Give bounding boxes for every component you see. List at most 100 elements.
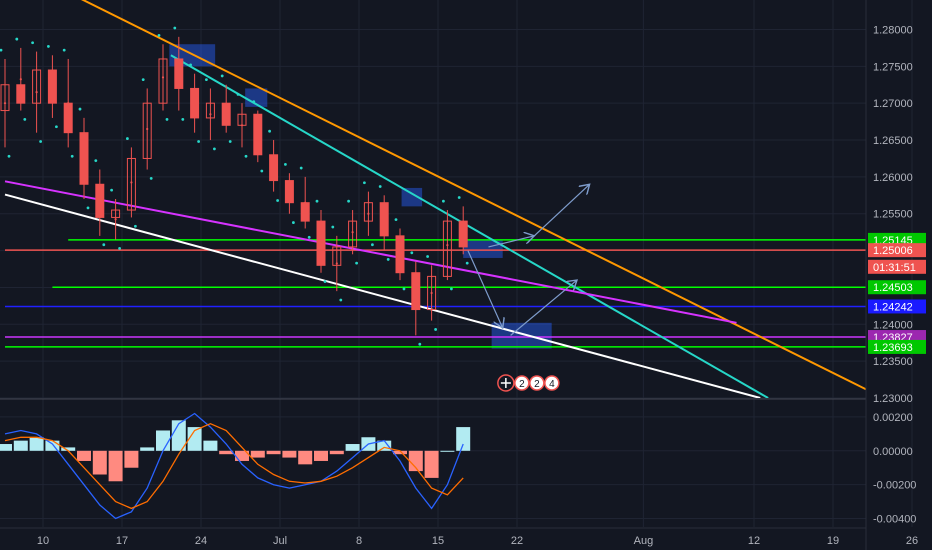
time-tick-label: 22	[511, 535, 523, 547]
oscillator-axis-ticks[interactable]: 0.00200 0.00000 -0.00200 -0.00400	[873, 412, 916, 526]
psar-dot	[47, 45, 50, 48]
psar-dot	[86, 206, 90, 210]
candle-body	[332, 246, 342, 266]
candle-body	[142, 102, 152, 159]
histogram-bar	[0, 444, 12, 451]
projection-arrows	[467, 184, 590, 336]
candle-body	[47, 69, 57, 104]
psar-dot	[62, 48, 66, 52]
histogram-bar	[266, 450, 281, 455]
osc-tick-label: 0.00000	[873, 446, 913, 458]
histogram-bar	[282, 450, 297, 458]
psar-dot	[378, 185, 382, 188]
price-tick-label: 1.28000	[873, 24, 913, 36]
histogram-bar	[156, 430, 170, 451]
event-badge-count: 2	[519, 379, 525, 390]
price-tag	[868, 243, 926, 258]
psar-dot	[220, 74, 224, 78]
histogram-bar	[377, 440, 392, 451]
psar-dot	[165, 118, 169, 121]
psar-dot	[0, 48, 3, 52]
candle-body	[363, 202, 373, 222]
psar-dot	[157, 33, 161, 37]
histogram-bar	[61, 447, 76, 451]
psar-dot	[307, 235, 311, 239]
psar-dot	[197, 140, 201, 143]
psar-dot	[181, 118, 185, 121]
psar-dot	[347, 199, 350, 203]
event-badge	[529, 375, 545, 391]
psar-dot	[228, 140, 232, 143]
time-tick-label: 10	[37, 535, 49, 547]
psar-dot	[102, 243, 106, 247]
psar-dot	[94, 159, 98, 163]
psar-dot	[118, 246, 121, 250]
histogram-bar	[298, 450, 313, 465]
price-tag-label: 01:31:51	[873, 262, 916, 274]
histogram-bar	[171, 420, 186, 451]
price-tick-label: 1.25500	[873, 209, 913, 221]
candle-body	[126, 157, 136, 211]
candle-body	[205, 102, 215, 119]
psar-dot	[402, 287, 406, 291]
psar-dot	[55, 125, 58, 129]
psar-dot	[260, 169, 264, 173]
histogram-bar	[235, 450, 249, 461]
candle-body	[190, 87, 200, 119]
psar-dot	[126, 137, 129, 140]
psar-dot	[371, 243, 374, 247]
projection-arrow	[488, 236, 534, 248]
candle-body	[221, 102, 231, 126]
candle-body	[95, 183, 105, 218]
histogram-bar	[124, 450, 139, 468]
candle-body	[158, 58, 168, 104]
candle-body	[458, 220, 468, 248]
psar-dot	[189, 63, 193, 67]
price-tick-label: 1.26000	[873, 172, 913, 184]
candle-body	[284, 180, 294, 204]
price-tag	[868, 280, 926, 295]
histogram-bar	[92, 450, 107, 475]
supply-zone-2	[245, 88, 268, 107]
psar-dot	[426, 255, 429, 258]
psar-dot	[450, 287, 453, 291]
psar-dot	[339, 298, 343, 302]
price-tick-label: 1.26500	[873, 135, 913, 147]
candle-body	[411, 272, 421, 311]
psar-dot	[299, 166, 303, 170]
time-axis-labels[interactable]: 10 17 24 Jul 8 15 22 Aug 12 19 26	[37, 535, 918, 547]
osc-tick-label: -0.00400	[873, 514, 916, 526]
psar-dot	[323, 280, 327, 283]
histogram-bar	[424, 450, 439, 478]
price-tick-label: 1.27000	[873, 98, 913, 110]
price-tag-label: 1.24503	[873, 282, 913, 294]
histogram-bar	[108, 450, 123, 482]
event-badge-count: 4	[549, 379, 555, 390]
candle-body	[79, 132, 89, 185]
candle-body	[237, 113, 247, 126]
price-tag	[868, 339, 926, 354]
price-tag-label: 1.23693	[873, 342, 913, 354]
osc-tick-label: -0.00200	[873, 480, 916, 492]
candle-body	[300, 202, 310, 222]
candle-body	[16, 84, 26, 104]
histogram-bar	[345, 444, 360, 451]
psar-dot	[355, 261, 358, 265]
psar-dot	[173, 26, 177, 30]
time-tick-label: 26	[906, 535, 918, 547]
macd-line	[4, 412, 464, 520]
entry-zone	[463, 239, 503, 258]
time-tick-label: 12	[748, 535, 760, 547]
projection-arrow	[533, 184, 589, 237]
price-tick-label: 1.23500	[873, 356, 913, 368]
histogram-bar	[393, 450, 407, 455]
projection-arrow	[467, 250, 503, 328]
candle-body	[348, 220, 358, 248]
candle-body	[32, 69, 42, 104]
candle-body	[395, 235, 405, 274]
event-badge	[544, 375, 560, 391]
price-tag	[868, 299, 926, 314]
